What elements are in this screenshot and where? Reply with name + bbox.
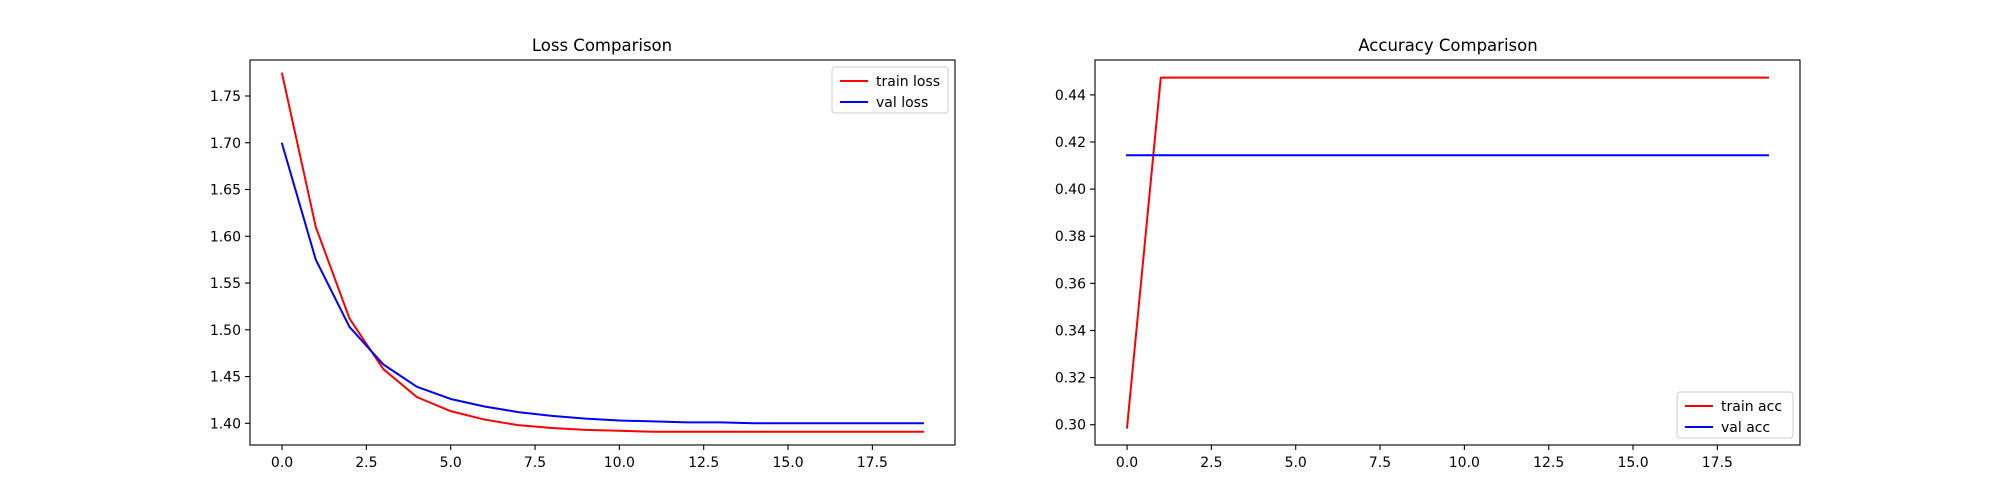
chart-title: Accuracy Comparison	[1358, 36, 1537, 55]
x-tick-label: 12.5	[688, 455, 719, 471]
series-line-val-loss	[280, 142, 924, 425]
chart-title: Loss Comparison	[532, 36, 672, 55]
x-tick-label: 17.5	[1702, 455, 1733, 471]
y-tick-label: 1.60	[210, 229, 241, 245]
y-tick-label: 0.38	[1055, 229, 1086, 245]
axes-frame	[1094, 59, 1801, 446]
legend-label: train loss	[876, 74, 940, 90]
y-tick-label: 1.50	[210, 323, 241, 339]
x-tick-label: 5.0	[440, 455, 462, 471]
plot-area: 0.0 2.5 5.0 7.5 10.0 12.5 15.0 17.5 0.30 0.32 0.34…	[1055, 59, 1801, 471]
x-tick-label: 10.0	[1449, 455, 1480, 471]
y-tick-label: 0.30	[1055, 418, 1086, 434]
y-tick-label: 1.45	[210, 370, 241, 386]
y-tick-label: 0.40	[1055, 182, 1086, 198]
accuracy-comparison-chart: Accuracy Comparison 0.0 2.5 5.0 7.5 10.0 12.5…	[1055, 36, 1801, 471]
y-tick-label: 0.44	[1055, 88, 1086, 104]
x-tick-label: 2.5	[355, 455, 377, 471]
axes-frame	[249, 59, 956, 446]
legend: train loss val loss	[831, 66, 949, 114]
x-tick-label: 15.0	[1617, 455, 1648, 471]
y-tick-label: 0.42	[1055, 135, 1086, 151]
y-tick-label: 0.36	[1055, 276, 1086, 292]
x-tick-label: 7.5	[1369, 455, 1391, 471]
series-line-train-acc	[1125, 76, 1769, 429]
x-tick-label: 2.5	[1200, 455, 1222, 471]
legend-label: val acc	[1721, 420, 1770, 436]
legend-label: train acc	[1721, 399, 1782, 415]
x-tick-label: 0.0	[1116, 455, 1138, 471]
legend: train acc val acc	[1676, 391, 1794, 439]
y-tick-label: 1.70	[210, 136, 241, 152]
legend-label: val loss	[876, 95, 928, 111]
x-tick-label: 0.0	[271, 455, 293, 471]
x-tick-label: 12.5	[1533, 455, 1564, 471]
loss-comparison-chart: Loss Comparison 0.0 2.5 5.0 7.5 10.0 12.5 15.0…	[210, 36, 956, 471]
x-tick-label: 5.0	[1285, 455, 1307, 471]
plot-area: 0.0 2.5 5.0 7.5 10.0 12.5 15.0 17.5 1.40 1.45 1.50…	[210, 59, 956, 471]
x-tick-label: 15.0	[772, 455, 803, 471]
x-tick-label: 10.0	[604, 455, 635, 471]
x-tick-label: 17.5	[857, 455, 888, 471]
y-tick-label: 1.55	[210, 276, 241, 292]
x-tick-label: 7.5	[524, 455, 546, 471]
y-tick-label: 1.65	[210, 183, 241, 199]
y-tick-label: 0.34	[1055, 323, 1086, 339]
series-line-train-loss	[280, 72, 924, 433]
y-tick-label: 0.32	[1055, 371, 1086, 387]
y-tick-label: 1.40	[210, 416, 241, 432]
y-tick-label: 1.75	[210, 89, 241, 105]
